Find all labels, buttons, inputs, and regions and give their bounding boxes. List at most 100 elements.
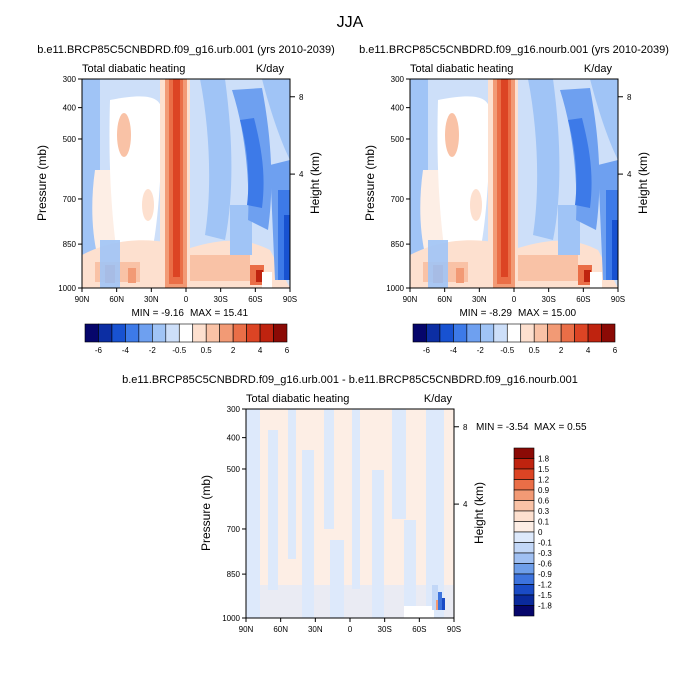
colorbar-swatch [466, 323, 481, 343]
panel-nourb-title: b.e11.BRCP85C5CNBDRD.f09_g16.nourb.001 (… [359, 44, 669, 56]
colorbar-label: -0.5 [500, 346, 514, 355]
colorbar-swatch [513, 489, 535, 501]
y-tick-label: 1000 [386, 284, 404, 293]
x-tick-label: 30N [472, 295, 487, 304]
x-tick-label: 30N [144, 295, 159, 304]
panel-urb-min-label: MIN = -9.16 [131, 308, 184, 319]
panel-urb-left-label: Total diabatic heating [82, 63, 185, 75]
y-tick-label: 400 [227, 434, 241, 443]
x-tick-label: 60S [248, 295, 262, 304]
colorbar-swatch [439, 323, 454, 343]
height-tick-label: 8 [627, 93, 632, 102]
panel-urb-ylabel: Pressure (mb) [35, 145, 49, 221]
y-tick-label: 500 [63, 135, 77, 144]
panel-nourb-axes: 90N 60N 30N 0 30S 60S 90S 300 400 500 700 850 1000 8 4 [386, 75, 632, 304]
x-tick-label: 30N [308, 625, 323, 634]
height-tick-label: 8 [299, 93, 304, 102]
panel-urb-colorbar: -6 -4 -2 -0.5 0.5 2 4 6 [84, 323, 290, 355]
x-tick-label: 90S [447, 625, 461, 634]
height-tick-label: 8 [463, 423, 468, 432]
colorbar-label: 4 [586, 346, 591, 355]
y-tick-label: 850 [227, 570, 241, 579]
y-tick-label: 500 [227, 465, 241, 474]
colorbar-label: 0.6 [538, 497, 550, 506]
x-tick-label: 60N [437, 295, 452, 304]
colorbar-swatch [246, 323, 261, 343]
colorbar-label: -0.5 [172, 346, 186, 355]
colorbar-label: 6 [613, 346, 618, 355]
panel-urb-title: b.e11.BRCP85C5CNBDRD.f09_g16.urb.001 (yr… [37, 44, 335, 56]
colorbar-swatch [165, 323, 180, 343]
x-tick-label: 60N [273, 625, 288, 634]
panel-urb-field [82, 79, 290, 288]
x-tick-label: 0 [184, 295, 189, 304]
panel-diff-title: b.e11.BRCP85C5CNBDRD.f09_g16.urb.001 - b… [122, 374, 578, 386]
colorbar-swatch [520, 323, 535, 343]
colorbar-label: 1.2 [538, 476, 550, 485]
colorbar-swatch [232, 323, 247, 343]
colorbar-label: -1.2 [538, 581, 552, 590]
colorbar-swatch [513, 500, 535, 512]
colorbar-swatch [125, 323, 140, 343]
y-tick-label: 300 [227, 405, 241, 414]
colorbar-label: 0 [538, 528, 543, 537]
colorbar-label: 2 [231, 346, 236, 355]
panel-diff: b.e11.BRCP85C5CNBDRD.f09_g16.urb.001 - b… [122, 374, 587, 634]
y-tick-label: 300 [391, 75, 405, 84]
panel-diff-units-label: K/day [424, 393, 453, 405]
colorbar-swatch [533, 323, 548, 343]
panel-diff-min-label: MIN = -3.54 [476, 422, 529, 433]
colorbar-label: 6 [285, 346, 290, 355]
panel-diff-colorbar: 1.81.5 1.20.9 0.60.3 0.10 -0.1-0.3 -0.6-0.9 -1… [513, 447, 552, 617]
panel-nourb-field [410, 79, 618, 288]
colorbar-swatch [205, 323, 220, 343]
panel-diff-height-label: Height (km) [472, 482, 486, 544]
height-tick-label: 4 [627, 170, 632, 179]
y-tick-label: 400 [391, 104, 405, 113]
colorbar-label: -1.8 [538, 602, 552, 611]
colorbar-swatch [138, 323, 153, 343]
colorbar-label: 0.3 [538, 507, 550, 516]
colorbar-swatch [453, 323, 468, 343]
panel-nourb-min-label: MIN = -8.29 [459, 308, 512, 319]
colorbar-swatch [513, 479, 535, 491]
y-tick-label: 500 [391, 135, 405, 144]
panel-nourb-ylabel: Pressure (mb) [363, 145, 377, 221]
panel-diff-axes: 90N 60N 30N 0 30S 60S 90S 300 400 500 700 850 1000 8 4 [222, 405, 468, 634]
panel-diff-max-label: MAX = 0.55 [534, 422, 587, 433]
panel-nourb-left-label: Total diabatic heating [410, 63, 513, 75]
colorbar-swatch [513, 573, 535, 585]
colorbar-swatch [152, 323, 167, 343]
panel-urb-max-label: MAX = 15.41 [190, 308, 249, 319]
colorbar-label: -4 [122, 346, 130, 355]
panel-nourb-units-label: K/day [584, 63, 613, 75]
colorbar-label: 1.8 [538, 455, 550, 464]
colorbar-swatch [513, 594, 535, 606]
colorbar-swatch [513, 521, 535, 533]
colorbar-swatch [513, 542, 535, 554]
panel-urb-height-label: Height (km) [308, 152, 322, 214]
y-tick-label: 300 [63, 75, 77, 84]
colorbar-swatch [513, 458, 535, 470]
colorbar-label: 4 [258, 346, 263, 355]
x-tick-label: 30S [378, 625, 392, 634]
colorbar-swatch [84, 323, 99, 343]
panel-diff-ylabel: Pressure (mb) [199, 475, 213, 551]
colorbar-label: 0.1 [538, 518, 550, 527]
x-tick-label: 90N [75, 295, 90, 304]
colorbar-swatch [513, 605, 535, 617]
colorbar-swatch [259, 323, 274, 343]
figure-title: JJA [337, 14, 364, 31]
panel-urb: b.e11.BRCP85C5CNBDRD.f09_g16.urb.001 (yr… [35, 44, 335, 355]
colorbar-swatch [547, 323, 562, 343]
colorbar-swatch [513, 531, 535, 543]
colorbar-swatch [412, 323, 427, 343]
colorbar-swatch [513, 584, 535, 596]
colorbar-swatch [587, 323, 602, 343]
colorbar-label: -0.9 [538, 570, 552, 579]
colorbar-label: -0.1 [538, 539, 552, 548]
height-tick-label: 4 [299, 170, 304, 179]
colorbar-label: -4 [450, 346, 458, 355]
panel-diff-left-label: Total diabatic heating [246, 393, 349, 405]
